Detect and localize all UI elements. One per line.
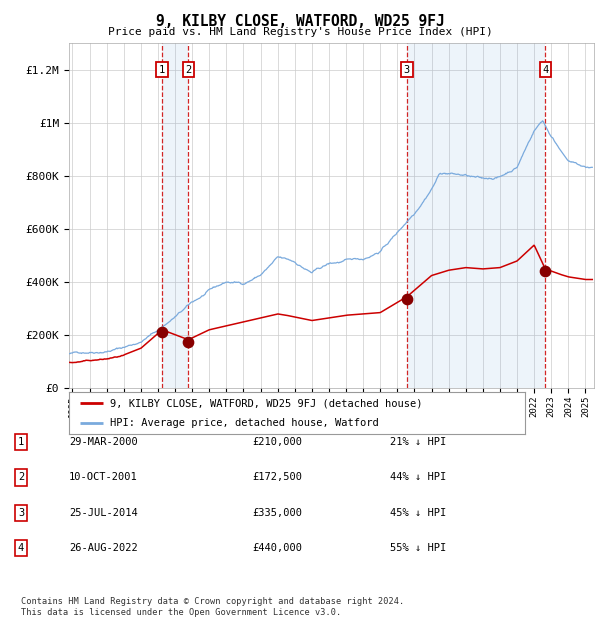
Text: 2: 2 (185, 65, 191, 75)
Point (184, 337, 193, 347)
Text: 21% ↓ HPI: 21% ↓ HPI (390, 437, 446, 447)
Text: 4: 4 (542, 65, 548, 75)
Text: £210,000: £210,000 (252, 437, 302, 447)
Text: Price paid vs. HM Land Registry's House Price Index (HPI): Price paid vs. HM Land Registry's House … (107, 27, 493, 37)
Text: 44% ↓ HPI: 44% ↓ HPI (390, 472, 446, 482)
Text: HPI: Average price, detached house, Watford: HPI: Average price, detached house, Watf… (110, 418, 379, 428)
Text: 25-JUL-2014: 25-JUL-2014 (69, 508, 138, 518)
Text: 2: 2 (18, 472, 24, 482)
Point (157, 327, 167, 337)
Text: 9, KILBY CLOSE, WATFORD, WD25 9FJ (detached house): 9, KILBY CLOSE, WATFORD, WD25 9FJ (detac… (110, 398, 422, 408)
Text: 3: 3 (18, 508, 24, 518)
Text: 1: 1 (159, 65, 166, 75)
Text: 1: 1 (18, 437, 24, 447)
Text: £335,000: £335,000 (252, 508, 302, 518)
Text: 10-OCT-2001: 10-OCT-2001 (69, 472, 138, 482)
Text: Contains HM Land Registry data © Crown copyright and database right 2024.
This d: Contains HM Land Registry data © Crown c… (21, 598, 404, 617)
Text: £440,000: £440,000 (252, 543, 302, 553)
Text: 3: 3 (404, 65, 410, 75)
Point (541, 266, 550, 276)
Text: 55% ↓ HPI: 55% ↓ HPI (390, 543, 446, 553)
Text: £172,500: £172,500 (252, 472, 302, 482)
Text: 26-AUG-2022: 26-AUG-2022 (69, 543, 138, 553)
Text: 29-MAR-2000: 29-MAR-2000 (69, 437, 138, 447)
Bar (407, 43, 545, 388)
Point (402, 294, 412, 304)
Text: 4: 4 (18, 543, 24, 553)
Bar (162, 43, 188, 388)
Text: 45% ↓ HPI: 45% ↓ HPI (390, 508, 446, 518)
Text: 9, KILBY CLOSE, WATFORD, WD25 9FJ: 9, KILBY CLOSE, WATFORD, WD25 9FJ (155, 14, 445, 29)
